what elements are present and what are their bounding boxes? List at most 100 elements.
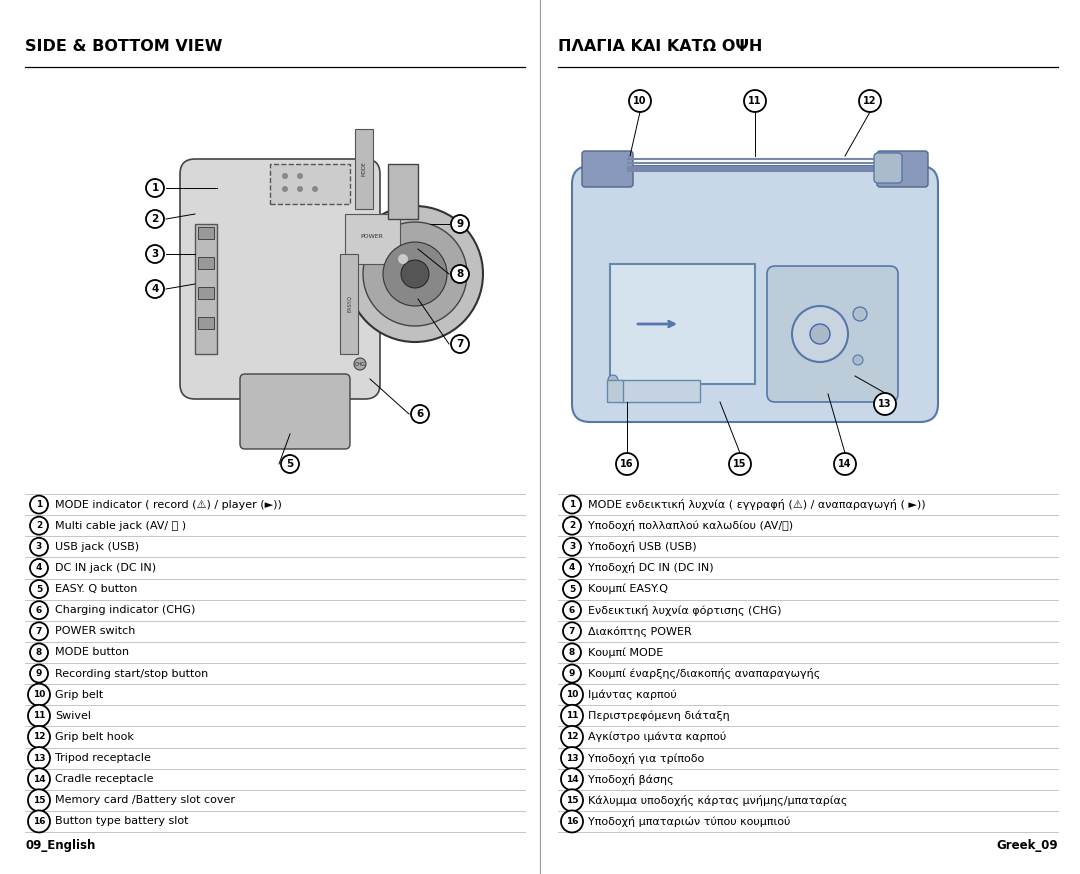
Ellipse shape <box>146 179 164 197</box>
Bar <box>198 257 214 269</box>
Text: Διακόπτης POWER: Διακόπτης POWER <box>588 626 692 636</box>
Text: 3: 3 <box>36 542 42 551</box>
Ellipse shape <box>563 601 581 619</box>
Ellipse shape <box>563 664 581 683</box>
Text: Υποδοχή USB (USB): Υποδοχή USB (USB) <box>588 541 697 552</box>
Text: 1: 1 <box>151 183 159 193</box>
Text: 5: 5 <box>569 585 576 593</box>
Ellipse shape <box>28 683 50 705</box>
Text: 7: 7 <box>457 339 463 349</box>
Text: 3: 3 <box>569 542 576 551</box>
Text: Αγκίστρο ιμάντα καρπού: Αγκίστρο ιμάντα καρπού <box>588 732 726 742</box>
Text: 12: 12 <box>566 732 578 741</box>
Text: 1: 1 <box>569 500 576 509</box>
Text: 2: 2 <box>151 214 159 224</box>
Ellipse shape <box>451 335 469 353</box>
Ellipse shape <box>729 453 751 475</box>
Text: 7: 7 <box>36 627 42 635</box>
Ellipse shape <box>30 622 48 641</box>
Text: Tripod receptacle: Tripod receptacle <box>55 753 151 763</box>
Text: SIDE & BOTTOM VIEW: SIDE & BOTTOM VIEW <box>25 39 222 54</box>
Bar <box>340 254 357 354</box>
Text: 2: 2 <box>36 521 42 531</box>
Ellipse shape <box>561 768 583 790</box>
Text: 12: 12 <box>32 732 45 741</box>
Text: 16: 16 <box>620 459 634 469</box>
Text: 09_English: 09_English <box>25 839 95 852</box>
FancyBboxPatch shape <box>572 166 939 422</box>
Bar <box>198 317 214 329</box>
Text: 11: 11 <box>32 711 45 720</box>
Text: 10: 10 <box>633 96 647 106</box>
Text: Swivel: Swivel <box>55 711 91 721</box>
Ellipse shape <box>451 265 469 283</box>
Text: Recording start/stop button: Recording start/stop button <box>55 669 208 678</box>
Text: 2: 2 <box>569 521 576 531</box>
Text: EASY.Q: EASY.Q <box>347 295 351 312</box>
FancyBboxPatch shape <box>582 151 633 187</box>
FancyBboxPatch shape <box>180 159 380 399</box>
Text: 6: 6 <box>569 606 576 614</box>
Text: Κουμπί MODE: Κουμπί MODE <box>588 647 663 658</box>
Text: 15: 15 <box>733 459 746 469</box>
Text: 4: 4 <box>569 564 576 572</box>
Bar <box>195 224 217 354</box>
Text: CHG: CHG <box>354 362 365 366</box>
Text: ΠΛΑΓΙΑ ΚΑΙ ΚΑΤΩ ΟΨΗ: ΠΛΑΓΙΑ ΚΑΙ ΚΑΤΩ ΟΨΗ <box>558 39 762 54</box>
Bar <box>355 129 373 209</box>
Ellipse shape <box>563 559 581 577</box>
FancyBboxPatch shape <box>877 151 928 187</box>
Ellipse shape <box>30 643 48 662</box>
Bar <box>345 214 400 264</box>
Text: Grip belt: Grip belt <box>55 690 104 700</box>
Bar <box>610 264 755 384</box>
Circle shape <box>363 222 467 326</box>
Text: POWER: POWER <box>361 234 383 239</box>
Bar <box>607 380 623 402</box>
Ellipse shape <box>28 704 50 727</box>
Text: 9: 9 <box>457 219 463 229</box>
Ellipse shape <box>629 90 651 112</box>
Text: Υποδοχή για τρίποδο: Υποδοχή για τρίποδο <box>588 753 704 764</box>
Circle shape <box>383 242 447 306</box>
Text: Υποδοχή βάσης: Υποδοχή βάσης <box>588 773 674 785</box>
Text: Κουμπί έναρξης/διακοπής αναπαραγωγής: Κουμπί έναρξης/διακοπής αναπαραγωγής <box>588 668 820 679</box>
Circle shape <box>792 306 848 362</box>
Bar <box>198 227 214 239</box>
Circle shape <box>282 173 288 179</box>
Ellipse shape <box>616 453 638 475</box>
Text: Κουμπί EASY.Q: Κουμπί EASY.Q <box>588 584 669 594</box>
Ellipse shape <box>561 810 583 832</box>
Ellipse shape <box>30 601 48 619</box>
Text: 1: 1 <box>36 500 42 509</box>
Text: 13: 13 <box>566 753 578 762</box>
Text: 8: 8 <box>569 648 576 657</box>
Text: Grip belt hook: Grip belt hook <box>55 732 134 742</box>
Ellipse shape <box>30 559 48 577</box>
Text: 11: 11 <box>748 96 761 106</box>
Ellipse shape <box>30 517 48 535</box>
Ellipse shape <box>146 245 164 263</box>
Text: 3: 3 <box>151 249 159 259</box>
Ellipse shape <box>563 538 581 556</box>
FancyBboxPatch shape <box>874 153 902 183</box>
Ellipse shape <box>146 210 164 228</box>
Text: 5: 5 <box>36 585 42 593</box>
Ellipse shape <box>561 789 583 811</box>
Ellipse shape <box>281 455 299 473</box>
Text: 14: 14 <box>566 774 578 784</box>
Text: 16: 16 <box>32 817 45 826</box>
Ellipse shape <box>874 393 896 415</box>
Circle shape <box>608 375 618 385</box>
Text: 9: 9 <box>36 669 42 678</box>
Ellipse shape <box>563 580 581 598</box>
Circle shape <box>853 307 867 321</box>
Text: Memory card /Battery slot cover: Memory card /Battery slot cover <box>55 795 235 805</box>
Text: Κάλυμμα υποδοχής κάρτας μνήμης/μπαταρίας: Κάλυμμα υποδοχής κάρτας μνήμης/μπαταρίας <box>588 794 848 806</box>
Bar <box>270 164 350 204</box>
Text: 6: 6 <box>417 409 423 419</box>
Text: Multi cable jack (AV/ Ⓢ ): Multi cable jack (AV/ Ⓢ ) <box>55 521 186 531</box>
Text: MODE ενδεικτική λυχνία ( εγγραφή (⚠) / αναπαραγωγή ( ►)): MODE ενδεικτική λυχνία ( εγγραφή (⚠) / α… <box>588 499 926 510</box>
Ellipse shape <box>28 768 50 790</box>
Circle shape <box>399 254 408 264</box>
